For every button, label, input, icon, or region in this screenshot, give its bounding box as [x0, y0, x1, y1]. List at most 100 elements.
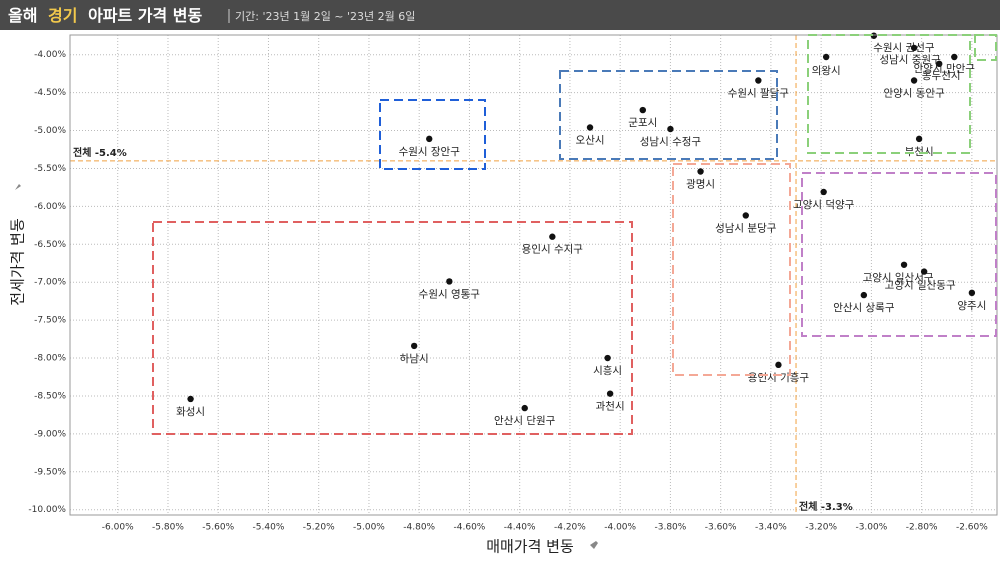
point-label: 의왕시 — [812, 65, 841, 77]
point-label: 용인시 기흥구 — [748, 371, 810, 384]
point — [860, 291, 868, 299]
group-box — [974, 34, 997, 61]
header-title: 올해 경기 아파트 가격 변동 — [8, 6, 203, 25]
y-tick-label: -4.00% — [34, 50, 66, 60]
point — [910, 44, 918, 52]
point — [187, 395, 194, 403]
y-tick-label: -7.00% — [34, 278, 66, 288]
header-period: 기간: '23년 1월 2일 ~ '23년 2월 6일 — [235, 9, 415, 23]
x-axis-title: 매매가격 변동 — [486, 538, 574, 556]
point-label: 수원시 팔달구 — [728, 87, 790, 99]
x-tick-label: -3.00% — [855, 523, 887, 533]
x-tick-label: -3.40% — [755, 523, 787, 533]
point — [968, 289, 976, 297]
point — [755, 77, 762, 84]
group-box — [559, 70, 778, 160]
point-label: 광명시 — [686, 178, 715, 190]
point — [951, 53, 958, 61]
point-label: 과천시 — [596, 401, 625, 413]
x-tick-label: -2.60% — [956, 523, 988, 533]
point — [586, 124, 594, 131]
x-tick-label: -5.20% — [303, 523, 335, 533]
y-tick-label: -6.00% — [34, 202, 66, 212]
point-label: 부천시 — [905, 146, 934, 158]
point-label: 수원시 장안구 — [399, 146, 461, 158]
point — [639, 106, 646, 114]
x-tick-label: -5.40% — [253, 523, 285, 533]
point-label: 고양시 일산서구 — [863, 271, 934, 284]
title-part: 올해 — [8, 6, 37, 25]
point — [697, 168, 704, 175]
point — [915, 135, 923, 143]
x-tick-label: -2.80% — [906, 523, 938, 533]
group-box — [152, 221, 633, 435]
point — [549, 233, 556, 240]
reference-label: 전체 -3.3% — [799, 500, 853, 513]
point-label: 안산시 단원구 — [494, 415, 556, 427]
y-tick-label: -5.50% — [34, 164, 66, 174]
group-boxes — [152, 34, 997, 435]
point — [604, 354, 611, 362]
point-label: 시흥시 — [593, 364, 622, 377]
point — [775, 361, 782, 369]
point — [410, 342, 418, 350]
point-label: 성남시 수정구 — [640, 136, 702, 148]
point-label: 수원시 권선구 — [873, 42, 935, 54]
x-tick-label: -4.60% — [454, 523, 486, 533]
point-label: 화성시 — [176, 406, 205, 418]
y-tick-label: -9.50% — [34, 467, 66, 477]
point-label: 수원시 영통구 — [419, 288, 481, 300]
point-label: 용인시 수지구 — [522, 244, 584, 256]
point-label: 성남시 중원구 — [879, 54, 941, 66]
point — [820, 188, 827, 196]
y-tick-label: -8.00% — [34, 354, 66, 364]
point — [936, 60, 943, 68]
x-tick-label: -5.00% — [353, 523, 385, 533]
x-tick-label: -5.60% — [202, 523, 234, 533]
point-label: 안양시 만안구 — [914, 63, 976, 75]
x-tick-label: -3.60% — [705, 523, 737, 533]
point — [446, 278, 453, 285]
point — [426, 135, 433, 143]
x-tick-label: -4.00% — [604, 523, 636, 533]
y-tick-label: -7.50% — [34, 316, 66, 326]
x-tick-label: -4.80% — [403, 523, 435, 533]
y-tick-label: -6.50% — [34, 240, 66, 250]
y-tick-label: -8.50% — [34, 391, 66, 401]
group-box — [379, 99, 486, 170]
point — [920, 268, 928, 275]
plot-frame — [69, 34, 998, 516]
point-label: 오산시 — [576, 135, 605, 147]
group-box — [672, 163, 791, 376]
x-tick-label: -5.80% — [152, 523, 184, 533]
point — [667, 125, 674, 133]
x-tick-label: -3.20% — [805, 523, 837, 533]
point-label: 안양시 동안구 — [883, 87, 945, 99]
x-tick-label: -6.00% — [102, 523, 134, 533]
title-part: 경기 — [48, 6, 77, 25]
x-tick-label: -4.40% — [504, 523, 536, 533]
point-label: 성남시 분당구 — [715, 222, 777, 234]
point-label: 하남시 — [400, 352, 429, 365]
pin-icon — [590, 541, 598, 549]
point-label: 동두천시 — [922, 70, 961, 82]
point — [822, 53, 830, 61]
pin-icon — [15, 184, 21, 190]
point-label: 군포시 — [628, 117, 657, 129]
point-label: 안산시 상록구 — [833, 302, 895, 314]
reference-label: 전체 -5.4% — [73, 146, 127, 159]
point — [606, 390, 614, 397]
point — [742, 212, 749, 219]
title-part: 아파트 가격 변동 — [88, 6, 202, 25]
y-tick-label: -5.00% — [34, 126, 66, 136]
x-tick-label: -3.80% — [654, 523, 686, 533]
point — [521, 404, 528, 412]
x-tick-label: -4.20% — [554, 523, 586, 533]
y-axis-title: 전세가격 변동 — [9, 218, 27, 306]
point — [900, 261, 908, 268]
header-bar — [0, 0, 1000, 30]
point-label: 고양시 덕양구 — [793, 199, 855, 211]
plot: -4.00% -4.50% -5.00% -5.50% -6.00% -6.50% -7.0… — [28, 32, 997, 533]
